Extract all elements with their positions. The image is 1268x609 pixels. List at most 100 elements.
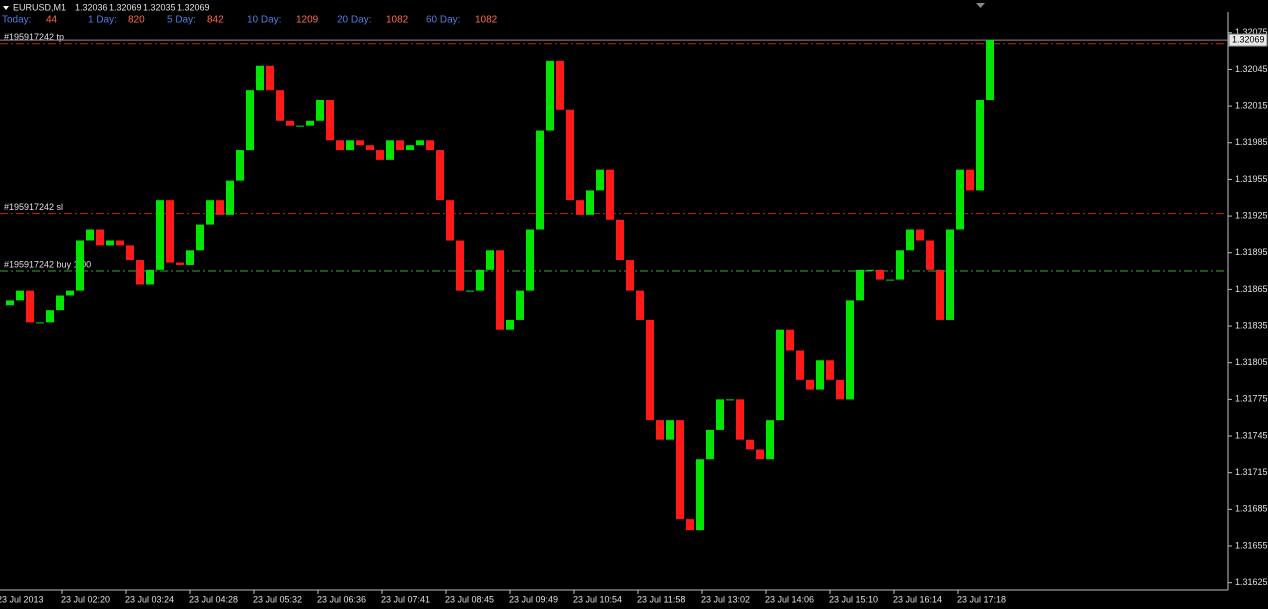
stat-value: 44 [46, 15, 58, 26]
x-tick-label: 23 Jul 14:06 [765, 594, 814, 604]
price-bar [366, 145, 374, 151]
price-bar [676, 420, 684, 520]
x-tick-label: 23 Jul 11:58 [637, 594, 685, 604]
quote-value: 1.32035 [143, 2, 176, 12]
price-bar [846, 300, 854, 400]
y-tick-label: 1.31925 [1235, 210, 1268, 220]
price-bar [946, 229, 954, 320]
x-tick-label: 23 Jul 2013 [0, 594, 44, 604]
price-bar [576, 200, 584, 215]
price-bar [936, 269, 944, 320]
price-bar [46, 310, 54, 323]
stat-label: 60 Day: [426, 15, 460, 26]
price-bar [636, 290, 644, 320]
stat-label: 10 Day: [247, 15, 281, 26]
current-price-label: 1.32069 [1232, 34, 1265, 44]
y-tick-label: 1.31805 [1235, 357, 1268, 367]
order-label: #195917242 sl [4, 202, 63, 212]
price-bar [66, 290, 74, 296]
price-bar [106, 240, 114, 246]
price-bar [306, 120, 314, 126]
quote-value: 1.32069 [109, 2, 142, 12]
y-tick-label: 1.31895 [1235, 247, 1268, 257]
quote-value: 1.32036 [75, 2, 108, 12]
price-bar [766, 420, 774, 460]
price-bar [446, 200, 454, 241]
order-label: #195917242 buy 1.00 [4, 259, 91, 269]
y-tick-label: 1.32045 [1235, 64, 1268, 74]
x-tick-label: 23 Jul 10:54 [573, 594, 622, 604]
current-price-box [1228, 33, 1268, 47]
x-tick-label: 23 Jul 08:45 [445, 594, 494, 604]
y-tick-label: 1.31865 [1235, 284, 1268, 294]
menu-arrow[interactable] [3, 6, 9, 10]
price-bar [526, 229, 534, 291]
price-bar [986, 40, 994, 100]
price-bar [746, 439, 754, 450]
price-bar [266, 65, 274, 91]
stat-value: 1082 [475, 15, 498, 26]
price-bar [806, 379, 814, 390]
order-label: #195917242 tp [4, 32, 64, 42]
price-bar [236, 150, 244, 181]
price-bar [466, 290, 474, 292]
price-bar [836, 379, 844, 400]
y-tick-label: 1.31745 [1235, 430, 1268, 440]
price-bar [96, 229, 104, 246]
y-tick-label: 1.31985 [1235, 137, 1268, 147]
chart-title: EURUSD,M1 [13, 2, 66, 12]
price-bar [246, 90, 254, 151]
price-bar [536, 130, 544, 230]
price-bar [546, 60, 554, 131]
y-tick-label: 1.31625 [1235, 577, 1268, 587]
stat-value: 820 [128, 15, 145, 26]
price-bar [816, 360, 824, 390]
x-tick-label: 23 Jul 09:49 [509, 594, 558, 604]
price-bar [6, 300, 14, 306]
price-bar [586, 190, 594, 215]
y-tick-label: 1.31685 [1235, 504, 1268, 514]
x-tick-label: 23 Jul 02:20 [61, 594, 110, 604]
price-bar [186, 250, 194, 265]
price-bar [886, 279, 894, 281]
x-tick-label: 23 Jul 16:14 [893, 594, 942, 604]
price-bar [426, 140, 434, 151]
price-bar [486, 250, 494, 270]
price-bar [706, 429, 714, 460]
y-tick-label: 1.31775 [1235, 394, 1268, 404]
x-tick-label: 23 Jul 17:18 [957, 594, 1006, 604]
price-bar [976, 99, 984, 191]
price-bar [796, 350, 804, 380]
price-bar [736, 399, 744, 440]
price-bar [116, 240, 124, 246]
price-bar [506, 319, 514, 330]
price-bar [256, 65, 264, 91]
price-bar [906, 229, 914, 251]
stat-label: 5 Day: [167, 15, 196, 26]
price-bar [566, 109, 574, 201]
x-tick-label: 23 Jul 05:32 [253, 594, 302, 604]
y-tick-label: 1.31835 [1235, 320, 1268, 330]
price-bar [286, 120, 294, 126]
price-bar [726, 399, 734, 401]
price-bar [606, 169, 614, 220]
price-bar [216, 200, 224, 215]
price-bar [406, 145, 414, 151]
price-bar [926, 240, 934, 270]
stat-value: 1209 [296, 15, 319, 26]
price-bar [396, 140, 404, 151]
price-bar [646, 319, 654, 421]
price-bar [666, 420, 674, 440]
price-bar [336, 140, 344, 151]
price-bar [476, 269, 484, 291]
price-bar [686, 519, 694, 531]
x-tick-label: 23 Jul 15:10 [829, 594, 878, 604]
price-bar [376, 150, 384, 160]
price-bar [896, 250, 904, 280]
price-bar [276, 90, 284, 121]
price-bar [176, 262, 184, 265]
price-bar [146, 269, 154, 285]
x-tick-label: 23 Jul 03:24 [125, 594, 174, 604]
